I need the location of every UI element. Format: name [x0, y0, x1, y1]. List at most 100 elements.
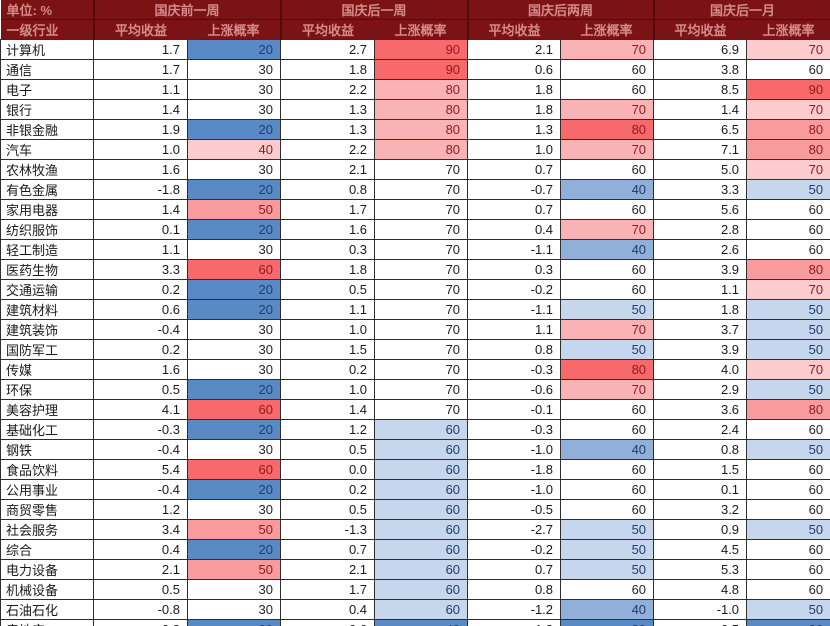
win-rate-cell: 40	[560, 439, 655, 460]
col-header-avg-return-2: 平均收益	[279, 19, 375, 40]
table-row: 传媒 1.6 30 0.2 70 -0.3 80 4.0 70	[0, 359, 830, 380]
win-rate-cell: 50	[746, 179, 830, 200]
win-rate-cell: 20	[186, 539, 282, 560]
avg-return-cell: 1.2	[280, 419, 376, 440]
industry-name-cell: 食品饮料	[0, 459, 94, 480]
win-rate-cell: 60	[746, 479, 830, 500]
table-row: 建筑材料 0.6 20 1.1 70 -1.1 50 1.8 50	[0, 299, 830, 320]
table-row: 非银金融 1.9 20 1.3 80 1.3 80 6.5 80	[0, 119, 830, 140]
win-rate-cell: 70	[560, 319, 655, 340]
win-rate-cell: 70	[560, 99, 655, 120]
avg-return-cell: 1.4	[653, 99, 748, 120]
win-rate-cell: 30	[186, 59, 282, 80]
avg-return-cell: 1.1	[467, 319, 562, 340]
win-rate-cell: 70	[560, 219, 655, 240]
avg-return-cell: 0.3	[467, 259, 562, 280]
win-rate-cell: 20	[186, 379, 282, 400]
win-rate-cell: 80	[746, 119, 830, 140]
win-rate-cell: 80	[560, 359, 655, 380]
avg-return-cell: 1.1	[653, 279, 748, 300]
win-rate-cell: 60	[560, 159, 655, 180]
avg-return-cell: -1.0	[467, 479, 562, 500]
col-header-win-rate-2: 上涨概率	[374, 19, 468, 40]
win-rate-cell: 90	[374, 39, 469, 60]
avg-return-cell: 0.5	[280, 279, 376, 300]
win-rate-cell: 60	[560, 79, 655, 100]
table-row: 美容护理 4.1 60 1.4 70 -0.1 60 3.6 80	[0, 399, 830, 420]
avg-return-cell: 3.8	[653, 59, 748, 80]
table-row: 轻工制造 1.1 30 0.3 70 -1.1 40 2.6 60	[0, 239, 830, 260]
avg-return-cell: 0.2	[280, 479, 376, 500]
avg-return-cell: 0.7	[467, 559, 562, 580]
avg-return-cell: 8.5	[653, 79, 748, 100]
win-rate-cell: 60	[746, 579, 830, 600]
win-rate-cell: 30	[746, 619, 830, 626]
avg-return-cell: -1.1	[467, 299, 562, 320]
win-rate-cell: 60	[560, 579, 655, 600]
avg-return-cell: -0.4	[93, 439, 188, 460]
industry-name-cell: 建筑材料	[0, 299, 94, 320]
avg-return-cell: 5.3	[653, 559, 748, 580]
avg-return-cell: -0.1	[467, 399, 562, 420]
win-rate-cell: 60	[374, 459, 469, 480]
avg-return-cell: 1.3	[280, 119, 376, 140]
win-rate-cell: 20	[186, 479, 282, 500]
win-rate-cell: 60	[560, 479, 655, 500]
avg-return-cell: -1.8	[467, 459, 562, 480]
win-rate-cell: 60	[560, 59, 655, 80]
table-row: 计算机 1.7 20 2.7 90 2.1 70 6.9 70	[0, 39, 830, 60]
win-rate-cell: 30	[186, 439, 282, 460]
avg-return-cell: 0.3	[280, 239, 376, 260]
win-rate-cell: 70	[374, 339, 469, 360]
col-header-win-rate-1: 上涨概率	[187, 19, 281, 40]
industry-name-cell: 家用电器	[0, 199, 94, 220]
win-rate-cell: 70	[374, 399, 469, 420]
avg-return-cell: 0.5	[93, 579, 188, 600]
avg-return-cell: -0.3	[467, 359, 562, 380]
table-row: 建筑装饰 -0.4 30 1.0 70 1.1 70 3.7 50	[0, 319, 830, 340]
avg-return-cell: 2.2	[280, 79, 376, 100]
group-header-post-holiday-two-weeks: 国庆后两周	[466, 0, 654, 20]
avg-return-cell: 1.7	[280, 199, 376, 220]
avg-return-cell: 1.7	[93, 39, 188, 60]
win-rate-cell: 70	[746, 39, 830, 60]
table-row: 公用事业 -0.4 20 0.2 60 -1.0 60 0.1 60	[0, 479, 830, 500]
avg-return-cell: -0.5	[467, 499, 562, 520]
win-rate-cell: 80	[374, 119, 469, 140]
avg-return-cell: 1.8	[653, 299, 748, 320]
avg-return-cell: 0.1	[93, 219, 188, 240]
col-header-win-rate-3: 上涨概率	[560, 19, 654, 40]
avg-return-cell: 1.1	[93, 79, 188, 100]
avg-return-cell: 0.7	[467, 159, 562, 180]
group-header-post-holiday-month: 国庆后一月	[652, 0, 830, 20]
industry-name-cell: 农林牧渔	[0, 159, 94, 180]
win-rate-cell: 50	[560, 559, 655, 580]
win-rate-cell: 50	[746, 339, 830, 360]
win-rate-cell: 70	[374, 219, 469, 240]
avg-return-cell: 1.3	[280, 99, 376, 120]
avg-return-cell: 0.5	[93, 379, 188, 400]
win-rate-cell: 60	[560, 199, 655, 220]
avg-return-cell: -0.8	[93, 599, 188, 620]
win-rate-cell: 60	[746, 239, 830, 260]
win-rate-cell: 30	[186, 579, 282, 600]
table-row: 有色金属 -1.8 20 0.8 70 -0.7 40 3.3 50	[0, 179, 830, 200]
avg-return-cell: -1.8	[467, 619, 562, 626]
avg-return-cell: 0.8	[467, 579, 562, 600]
avg-return-cell: 2.8	[653, 219, 748, 240]
avg-return-cell: -1.2	[467, 599, 562, 620]
win-rate-cell: 70	[746, 359, 830, 380]
col-header-avg-return-1: 平均收益	[92, 19, 188, 40]
avg-return-cell: 4.8	[653, 579, 748, 600]
industry-name-cell: 非银金融	[0, 119, 94, 140]
industry-name-cell: 银行	[0, 99, 94, 120]
win-rate-cell: 60	[186, 259, 282, 280]
avg-return-cell: 2.1	[467, 39, 562, 60]
avg-return-cell: 0.8	[93, 619, 188, 626]
avg-return-cell: 3.3	[93, 259, 188, 280]
win-rate-cell: 60	[374, 499, 469, 520]
avg-return-cell: 3.9	[653, 259, 748, 280]
win-rate-cell: 70	[560, 39, 655, 60]
win-rate-cell: 20	[186, 39, 282, 60]
avg-return-cell: 0.5	[280, 439, 376, 460]
